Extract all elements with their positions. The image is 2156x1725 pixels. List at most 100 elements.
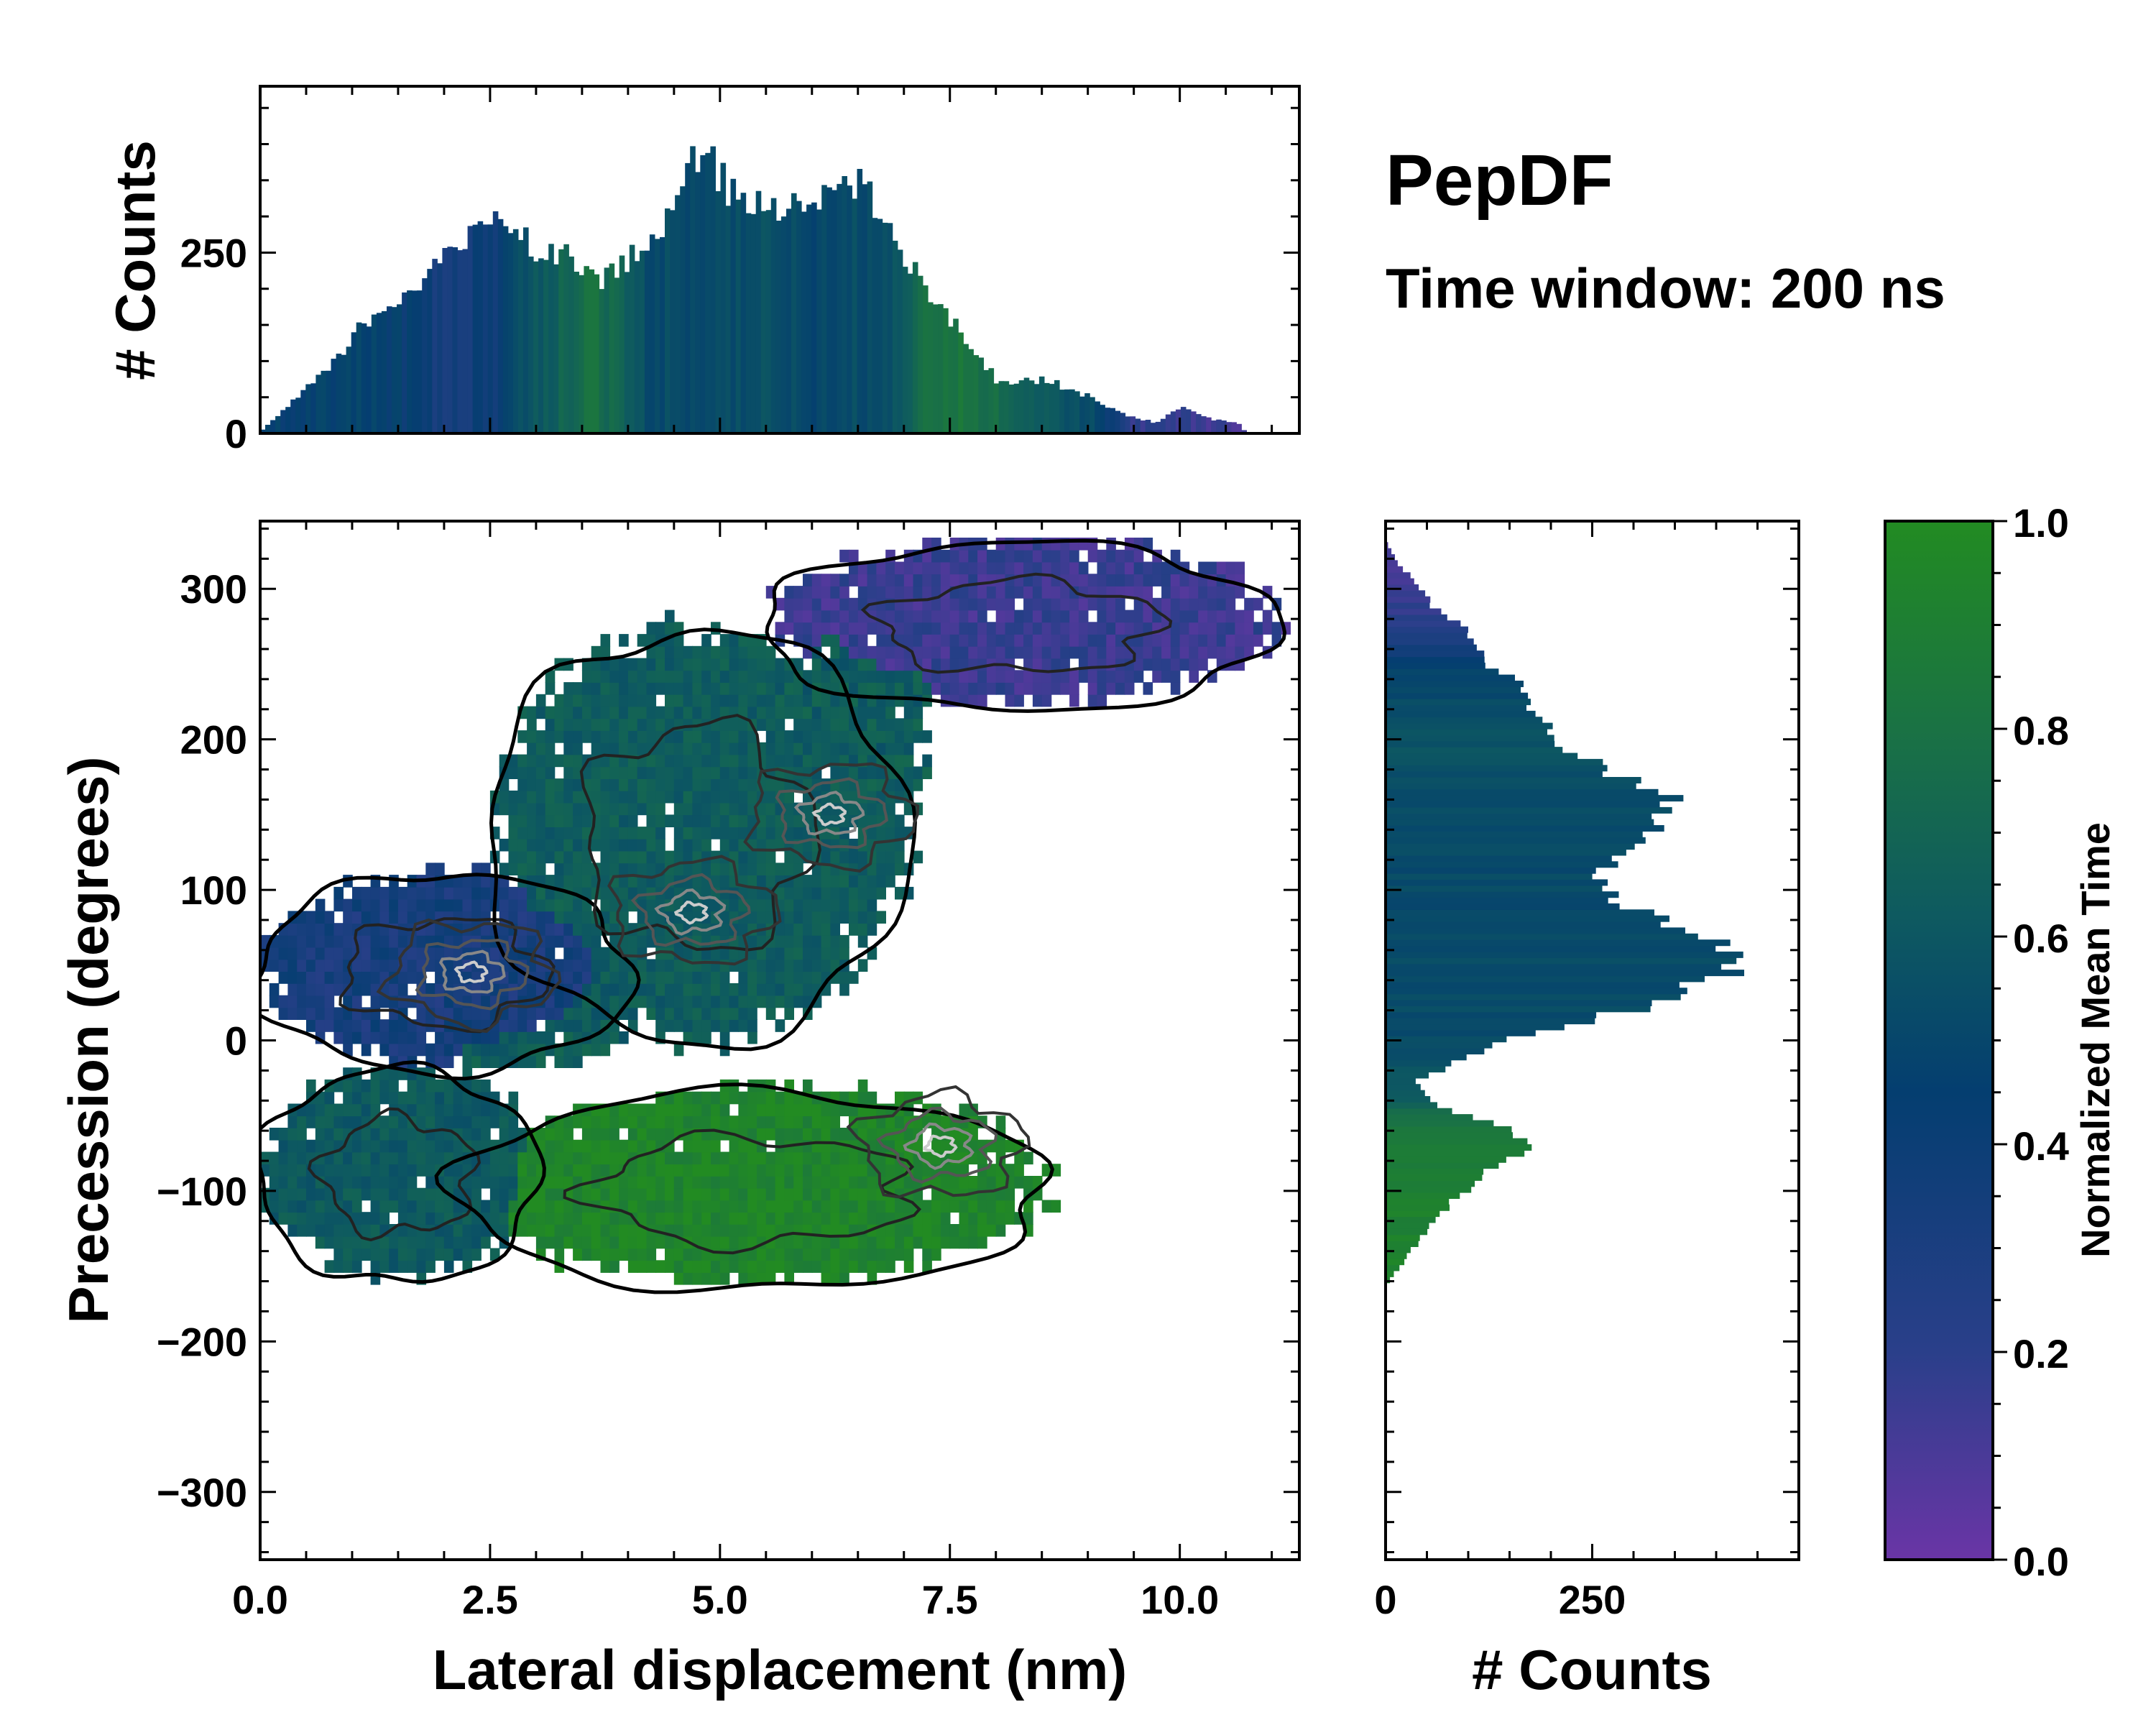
heatmap-cell	[600, 971, 611, 984]
heatmap-cell	[646, 995, 657, 1008]
heatmap-cell	[397, 971, 408, 984]
heatmap-cell	[711, 1007, 721, 1020]
heatmap-cell	[361, 1151, 372, 1165]
heatmap-cell	[581, 1007, 592, 1020]
heatmap-cell	[573, 1187, 583, 1201]
heatmap-cell	[803, 574, 813, 586]
heatmap-cell	[738, 1139, 748, 1153]
heatmap-cell	[1069, 597, 1079, 611]
heatmap-cell	[1097, 622, 1107, 635]
top-histogram-bar	[877, 218, 883, 433]
heatmap-cell	[646, 862, 657, 875]
heatmap-cell	[545, 814, 556, 827]
heatmap-cell	[857, 959, 868, 972]
heatmap-cell	[1170, 645, 1181, 659]
heatmap-cell	[324, 1091, 335, 1105]
heatmap-cell	[499, 886, 510, 900]
heatmap-cell	[711, 983, 721, 996]
top-histogram-bar	[1231, 422, 1237, 433]
heatmap-cell	[1051, 610, 1061, 623]
top-histogram-bar	[775, 221, 782, 433]
heatmap-cell	[508, 814, 519, 827]
heatmap-cell	[581, 875, 592, 888]
heatmap-cell	[830, 586, 840, 599]
heatmap-cell	[895, 730, 905, 743]
heatmap-cell	[499, 1128, 510, 1141]
heatmap-cell	[765, 947, 776, 960]
heatmap-cell	[581, 911, 592, 924]
heatmap-cell	[527, 1176, 537, 1189]
heatmap-cell	[324, 947, 335, 960]
heatmap-cell	[508, 898, 519, 912]
heatmap-cell	[931, 610, 941, 623]
heatmap-cell	[646, 682, 657, 695]
heatmap-cell	[646, 1128, 657, 1141]
heatmap-cell	[443, 1007, 454, 1020]
heatmap-cell	[389, 947, 399, 960]
heatmap-cell	[315, 1019, 326, 1032]
heatmap-cell	[857, 1236, 868, 1249]
heatmap-cell	[729, 1007, 740, 1020]
heatmap-cell	[793, 1116, 803, 1128]
heatmap-cell	[803, 802, 813, 816]
heatmap-cell	[857, 766, 868, 779]
heatmap-cell	[839, 634, 849, 647]
heatmap-cell	[379, 1043, 390, 1057]
heatmap-cell	[793, 947, 803, 960]
heatmap-cell	[499, 1200, 510, 1213]
heatmap-cell	[609, 814, 619, 827]
heatmap-cell	[297, 934, 307, 948]
heatmap-cell	[803, 947, 813, 960]
heatmap-cell	[619, 670, 629, 683]
heatmap-cell	[738, 995, 748, 1008]
heatmap-cell	[453, 886, 464, 900]
heatmap-cell	[1023, 682, 1033, 695]
heatmap-cell	[1161, 634, 1171, 647]
heatmap-cell	[849, 850, 859, 864]
heatmap-cell	[389, 983, 399, 996]
heatmap-cell	[389, 1079, 399, 1092]
heatmap-cell	[637, 1116, 648, 1128]
top-histogram-bar	[523, 227, 529, 433]
top-histogram-bar	[502, 226, 509, 433]
heatmap-cell	[425, 886, 436, 900]
heatmap-cell	[379, 1079, 390, 1092]
top-histogram-bar	[412, 290, 418, 433]
heatmap-cell	[895, 718, 905, 731]
heatmap-cell	[600, 959, 611, 972]
heatmap-cell	[922, 1260, 932, 1273]
heatmap-cell	[830, 1116, 840, 1128]
heatmap-cell	[573, 766, 583, 779]
heatmap-cell	[673, 995, 684, 1008]
heatmap-cell	[701, 1164, 711, 1177]
heatmap-cell	[849, 549, 859, 563]
heatmap-cell	[913, 1151, 923, 1165]
heatmap-cell	[968, 1236, 978, 1249]
heatmap-cell	[757, 1091, 767, 1105]
heatmap-cell	[959, 574, 969, 586]
heatmap-cell	[389, 959, 399, 972]
heatmap-cell	[416, 1248, 427, 1261]
heatmap-cell	[370, 1248, 381, 1261]
heatmap-cell	[627, 1176, 638, 1189]
heatmap-cell	[830, 1260, 840, 1273]
top-histogram-bar	[492, 211, 499, 433]
heatmap-cell	[1170, 597, 1181, 611]
heatmap-cell	[389, 1031, 399, 1044]
heatmap-cell	[922, 658, 932, 671]
heatmap-cell	[1041, 586, 1052, 599]
top-histogram-bar	[857, 169, 863, 433]
heatmap-cell	[352, 1200, 362, 1213]
heatmap-cell	[885, 706, 895, 719]
heatmap-cell	[683, 718, 694, 731]
heatmap-cell	[711, 1091, 721, 1105]
heatmap-cell	[857, 1079, 868, 1092]
heatmap-cell	[297, 1200, 307, 1213]
heatmap-cell	[940, 1224, 951, 1237]
heatmap-cell	[425, 862, 436, 875]
heatmap-cell	[849, 1176, 859, 1189]
right-histogram-bar	[1386, 1096, 1431, 1103]
heatmap-cell	[830, 574, 840, 586]
top-histogram-bar	[1241, 430, 1247, 433]
heatmap-cell	[849, 911, 859, 924]
